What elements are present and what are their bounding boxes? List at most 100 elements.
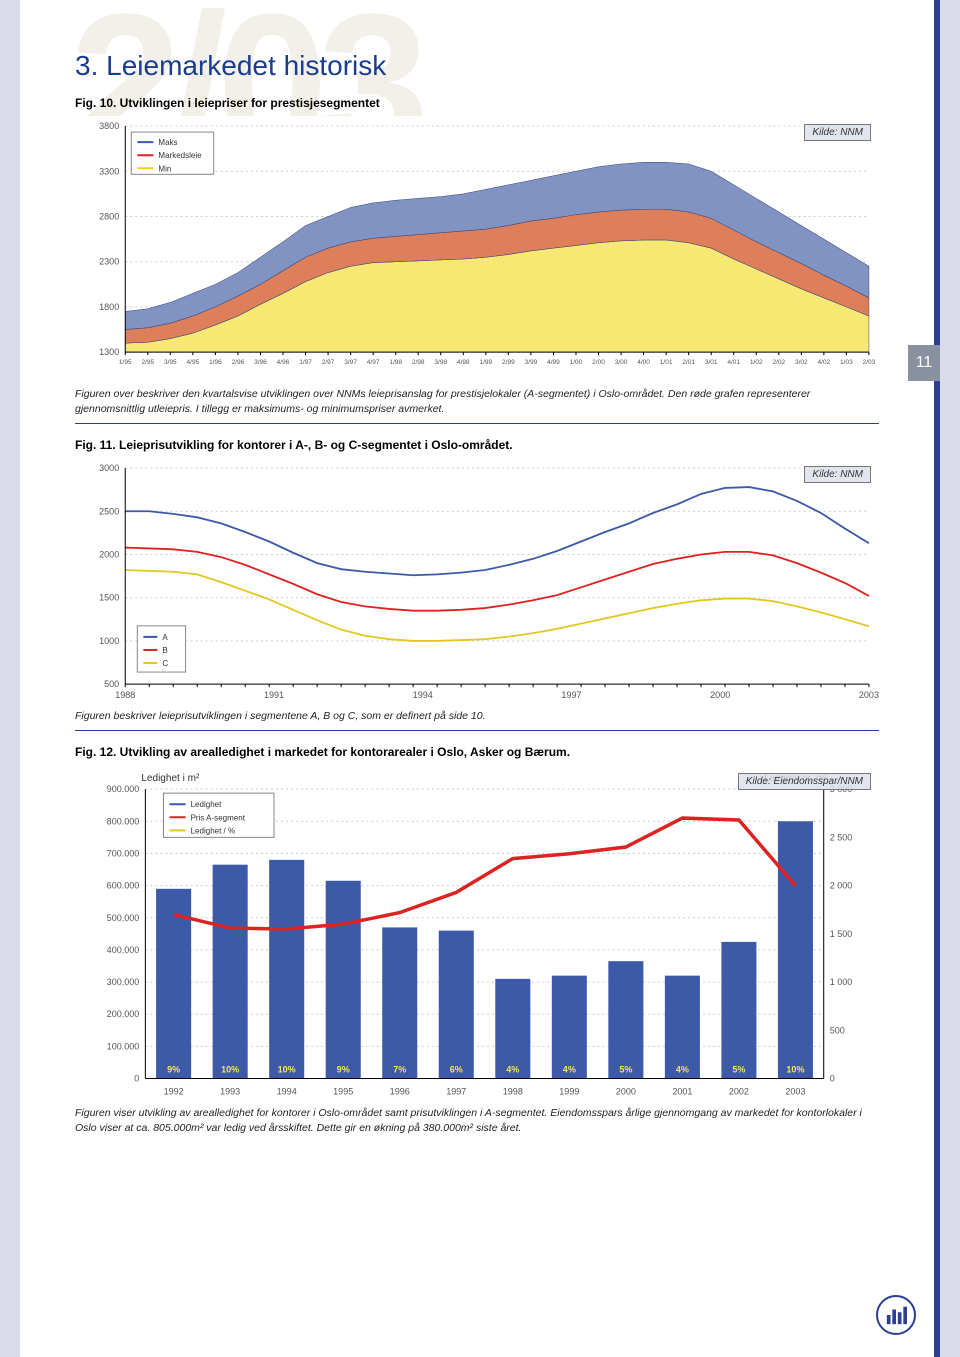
svg-text:2500: 2500 — [99, 506, 119, 516]
fig10-caption: Figuren over beskriver den kvartalsvise … — [75, 387, 879, 423]
svg-text:2300: 2300 — [99, 257, 119, 267]
svg-text:1/95: 1/95 — [119, 359, 132, 366]
fig12-caption: Figuren viser utvikling av arealledighet… — [75, 1106, 879, 1135]
svg-text:Markedsleie: Markedsleie — [158, 151, 202, 160]
svg-text:2 500: 2 500 — [830, 832, 853, 842]
bar-chart-icon — [876, 1295, 916, 1335]
svg-text:400.000: 400.000 — [107, 945, 140, 955]
svg-text:100.000: 100.000 — [107, 1041, 140, 1051]
svg-text:2/95: 2/95 — [141, 359, 154, 366]
svg-text:500: 500 — [104, 679, 119, 689]
svg-text:1000: 1000 — [99, 636, 119, 646]
svg-text:Ledighet i m²: Ledighet i m² — [141, 773, 200, 784]
svg-text:Maks: Maks — [158, 138, 177, 147]
svg-text:2002: 2002 — [729, 1086, 749, 1096]
svg-text:5%: 5% — [732, 1064, 745, 1074]
svg-text:3/01: 3/01 — [705, 359, 718, 366]
svg-text:1/98: 1/98 — [389, 359, 402, 366]
svg-text:4%: 4% — [506, 1064, 519, 1074]
svg-text:2000: 2000 — [710, 690, 730, 700]
svg-text:1 000: 1 000 — [830, 977, 853, 987]
svg-text:Ledighet: Ledighet — [191, 800, 223, 809]
svg-text:900.000: 900.000 — [107, 784, 140, 794]
svg-text:3/97: 3/97 — [344, 359, 357, 366]
svg-text:2/97: 2/97 — [322, 359, 335, 366]
svg-text:7%: 7% — [393, 1064, 406, 1074]
svg-text:1/00: 1/00 — [570, 359, 583, 366]
fig10-chart: 1300180023002800330038001/952/953/954/95… — [75, 116, 879, 387]
fig11-chart: 500 1000 1500 2000 2500 3000 1988 1991 1994 1997 2… — [75, 458, 879, 709]
svg-text:1997: 1997 — [446, 1086, 466, 1096]
svg-text:2/96: 2/96 — [232, 359, 245, 366]
svg-text:600.000: 600.000 — [107, 880, 140, 890]
svg-text:300.000: 300.000 — [107, 977, 140, 987]
svg-text:1999: 1999 — [559, 1086, 579, 1096]
svg-text:9%: 9% — [337, 1064, 350, 1074]
svg-text:500: 500 — [830, 1025, 845, 1035]
fig11-source: Kilde: NNM — [804, 466, 871, 483]
svg-text:3/98: 3/98 — [434, 359, 447, 366]
svg-text:500.000: 500.000 — [107, 912, 140, 922]
svg-text:4%: 4% — [563, 1064, 576, 1074]
svg-text:3/02: 3/02 — [795, 359, 808, 366]
svg-text:4/97: 4/97 — [367, 359, 380, 366]
svg-text:6%: 6% — [450, 1064, 463, 1074]
svg-text:200.000: 200.000 — [107, 1009, 140, 1019]
svg-text:Pris A-segment: Pris A-segment — [191, 813, 246, 822]
svg-text:2/01: 2/01 — [682, 359, 695, 366]
fig10-title: Fig. 10. Utviklingen i leiepriser for pr… — [75, 96, 879, 110]
svg-text:700.000: 700.000 — [107, 848, 140, 858]
svg-text:2/02: 2/02 — [772, 359, 785, 366]
svg-text:1/99: 1/99 — [479, 359, 492, 366]
svg-text:1993: 1993 — [220, 1086, 240, 1096]
svg-text:0: 0 — [830, 1073, 835, 1083]
svg-text:2/03: 2/03 — [863, 359, 876, 366]
svg-text:3800: 3800 — [99, 121, 119, 131]
svg-text:1/97: 1/97 — [299, 359, 312, 366]
svg-text:1994: 1994 — [413, 690, 433, 700]
svg-text:1992: 1992 — [164, 1086, 184, 1096]
svg-text:3/96: 3/96 — [254, 359, 267, 366]
svg-text:Ledighet / %: Ledighet / % — [191, 826, 236, 835]
svg-text:1/02: 1/02 — [750, 359, 763, 366]
svg-text:2000: 2000 — [616, 1086, 636, 1096]
svg-text:A: A — [162, 633, 168, 642]
svg-text:Min: Min — [158, 164, 171, 173]
svg-text:1995: 1995 — [333, 1086, 353, 1096]
fig12-chart: Ledighet i m²Leiepris pr. m²0100.000200.… — [75, 765, 879, 1107]
svg-text:1998: 1998 — [503, 1086, 523, 1096]
svg-text:1800: 1800 — [99, 302, 119, 312]
svg-text:4/01: 4/01 — [727, 359, 740, 366]
svg-text:1500: 1500 — [99, 592, 119, 602]
svg-text:4/02: 4/02 — [818, 359, 831, 366]
svg-text:3/95: 3/95 — [164, 359, 177, 366]
svg-text:4/00: 4/00 — [637, 359, 650, 366]
svg-text:1997: 1997 — [561, 690, 581, 700]
svg-text:3000: 3000 — [99, 463, 119, 473]
svg-text:2003: 2003 — [859, 690, 879, 700]
svg-text:1/96: 1/96 — [209, 359, 222, 366]
svg-text:1/03: 1/03 — [840, 359, 853, 366]
svg-text:1994: 1994 — [277, 1086, 297, 1096]
svg-text:B: B — [162, 646, 167, 655]
svg-text:2001: 2001 — [672, 1086, 692, 1096]
svg-text:9%: 9% — [167, 1064, 180, 1074]
section-title: 3. Leiemarkedet historisk — [75, 50, 879, 82]
svg-text:5%: 5% — [619, 1064, 632, 1074]
svg-text:4/99: 4/99 — [547, 359, 560, 366]
page-number-badge: 11 — [908, 345, 940, 381]
svg-text:1991: 1991 — [264, 690, 284, 700]
svg-text:2/99: 2/99 — [502, 359, 515, 366]
svg-text:4/98: 4/98 — [457, 359, 470, 366]
svg-text:C: C — [162, 659, 168, 668]
fig10-source: Kilde: NNM — [804, 124, 871, 141]
svg-text:1988: 1988 — [115, 690, 135, 700]
svg-text:2003: 2003 — [785, 1086, 805, 1096]
fig11-title: Fig. 11. Leieprisutvikling for kontorer … — [75, 438, 879, 452]
svg-text:10%: 10% — [221, 1064, 239, 1074]
svg-text:2800: 2800 — [99, 212, 119, 222]
svg-text:1/01: 1/01 — [660, 359, 673, 366]
svg-text:1996: 1996 — [390, 1086, 410, 1096]
svg-text:1 500: 1 500 — [830, 929, 853, 939]
fig12-source: Kilde: Eiendomsspar/NNM — [738, 773, 871, 790]
